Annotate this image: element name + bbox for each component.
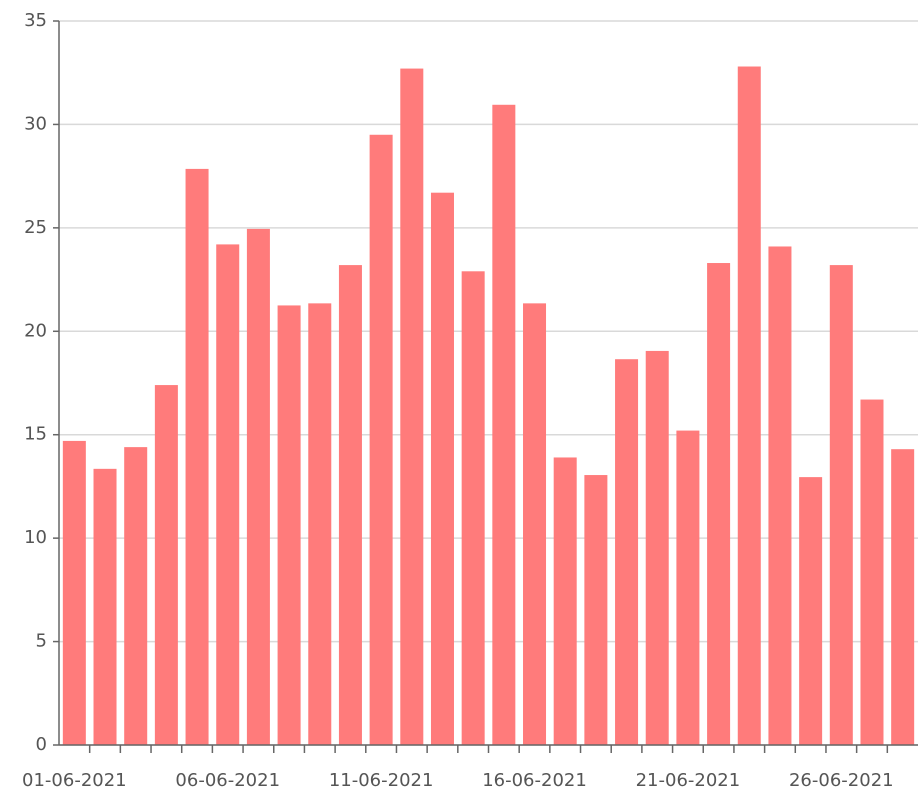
bar xyxy=(216,244,240,746)
bar xyxy=(737,66,761,746)
bar xyxy=(492,104,516,745)
bar xyxy=(615,359,639,745)
y-tick-label: 20 xyxy=(24,320,47,341)
bar xyxy=(93,468,117,745)
bar xyxy=(553,457,577,745)
bar xyxy=(277,305,301,745)
x-tick-label: 11-06-2021 xyxy=(329,770,434,791)
bar xyxy=(829,265,853,745)
bar xyxy=(124,447,148,745)
x-tick-label: 21-06-2021 xyxy=(636,770,741,791)
bar xyxy=(338,265,362,745)
y-tick-label: 0 xyxy=(36,734,47,755)
bar xyxy=(461,271,485,745)
bar xyxy=(891,449,915,745)
x-tick-label: 06-06-2021 xyxy=(175,770,280,791)
bar xyxy=(369,134,393,745)
bar xyxy=(185,168,209,746)
bar xyxy=(768,246,792,745)
bar xyxy=(523,303,547,745)
bar xyxy=(676,430,700,745)
y-tick-label: 30 xyxy=(24,113,47,134)
bar xyxy=(860,399,884,745)
y-tick-label: 15 xyxy=(24,424,47,445)
bar xyxy=(154,385,178,745)
bar xyxy=(707,263,731,745)
x-tick-label: 26-06-2021 xyxy=(789,770,894,791)
y-tick-label: 5 xyxy=(36,631,47,652)
bar xyxy=(308,303,332,745)
x-tick-label: 01-06-2021 xyxy=(22,770,127,791)
bar xyxy=(400,68,424,745)
bar xyxy=(430,192,454,746)
bar xyxy=(584,475,608,745)
bar xyxy=(799,477,823,745)
y-tick-label: 25 xyxy=(24,217,47,238)
y-tick-label: 35 xyxy=(24,10,47,31)
y-tick-label: 10 xyxy=(24,527,47,548)
x-tick-label: 16-06-2021 xyxy=(482,770,587,791)
bar xyxy=(62,440,86,745)
bar xyxy=(246,228,270,746)
bar xyxy=(645,350,669,745)
